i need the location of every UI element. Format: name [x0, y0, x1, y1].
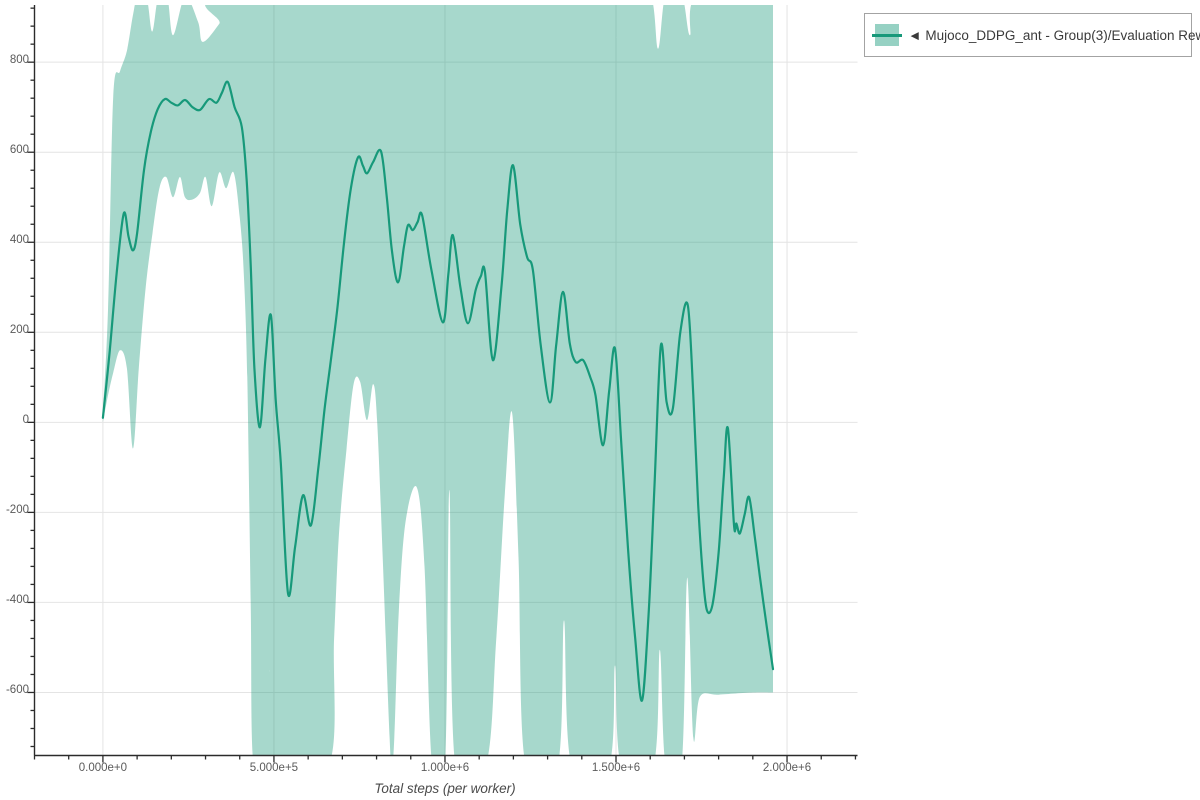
- confidence-band: [102, 5, 773, 756]
- y-tick-label: 800: [9, 54, 29, 67]
- x-tick-label: 1.500e+6: [591, 762, 641, 774]
- legend[interactable]: ◄ Mujoco_DDPG_ant - Group(3)/Evaluation R…: [864, 13, 1200, 57]
- legend-label: ◄ Mujoco_DDPG_ant - Group(3)/Evaluation R…: [908, 28, 1200, 43]
- legend-swatch-icon: [872, 23, 902, 47]
- legend-series-name: Mujoco_DDPG_ant - Group(3)/Evaluation Re…: [925, 27, 1200, 43]
- y-tick-label: -200: [5, 504, 29, 517]
- y-tick-label: 0: [22, 414, 29, 427]
- y-tick-label: -600: [5, 684, 29, 697]
- x-tick-label: 5.000e+5: [249, 762, 299, 774]
- x-axis-title: Total steps (per worker): [374, 781, 516, 796]
- y-tick-label: 600: [9, 144, 29, 157]
- collapse-arrow-icon[interactable]: ◄: [908, 27, 922, 43]
- y-tick-label: -400: [5, 594, 29, 607]
- mean-line: [101, 80, 775, 702]
- y-tick-label: 400: [9, 234, 29, 247]
- x-tick-label: 1.000e+6: [420, 762, 470, 774]
- x-tick-label: 2.000e+6: [762, 762, 812, 774]
- legend-line-swatch: [872, 33, 902, 37]
- x-tick-label: 0.000e+0: [78, 762, 128, 774]
- y-tick-label: 200: [9, 324, 29, 337]
